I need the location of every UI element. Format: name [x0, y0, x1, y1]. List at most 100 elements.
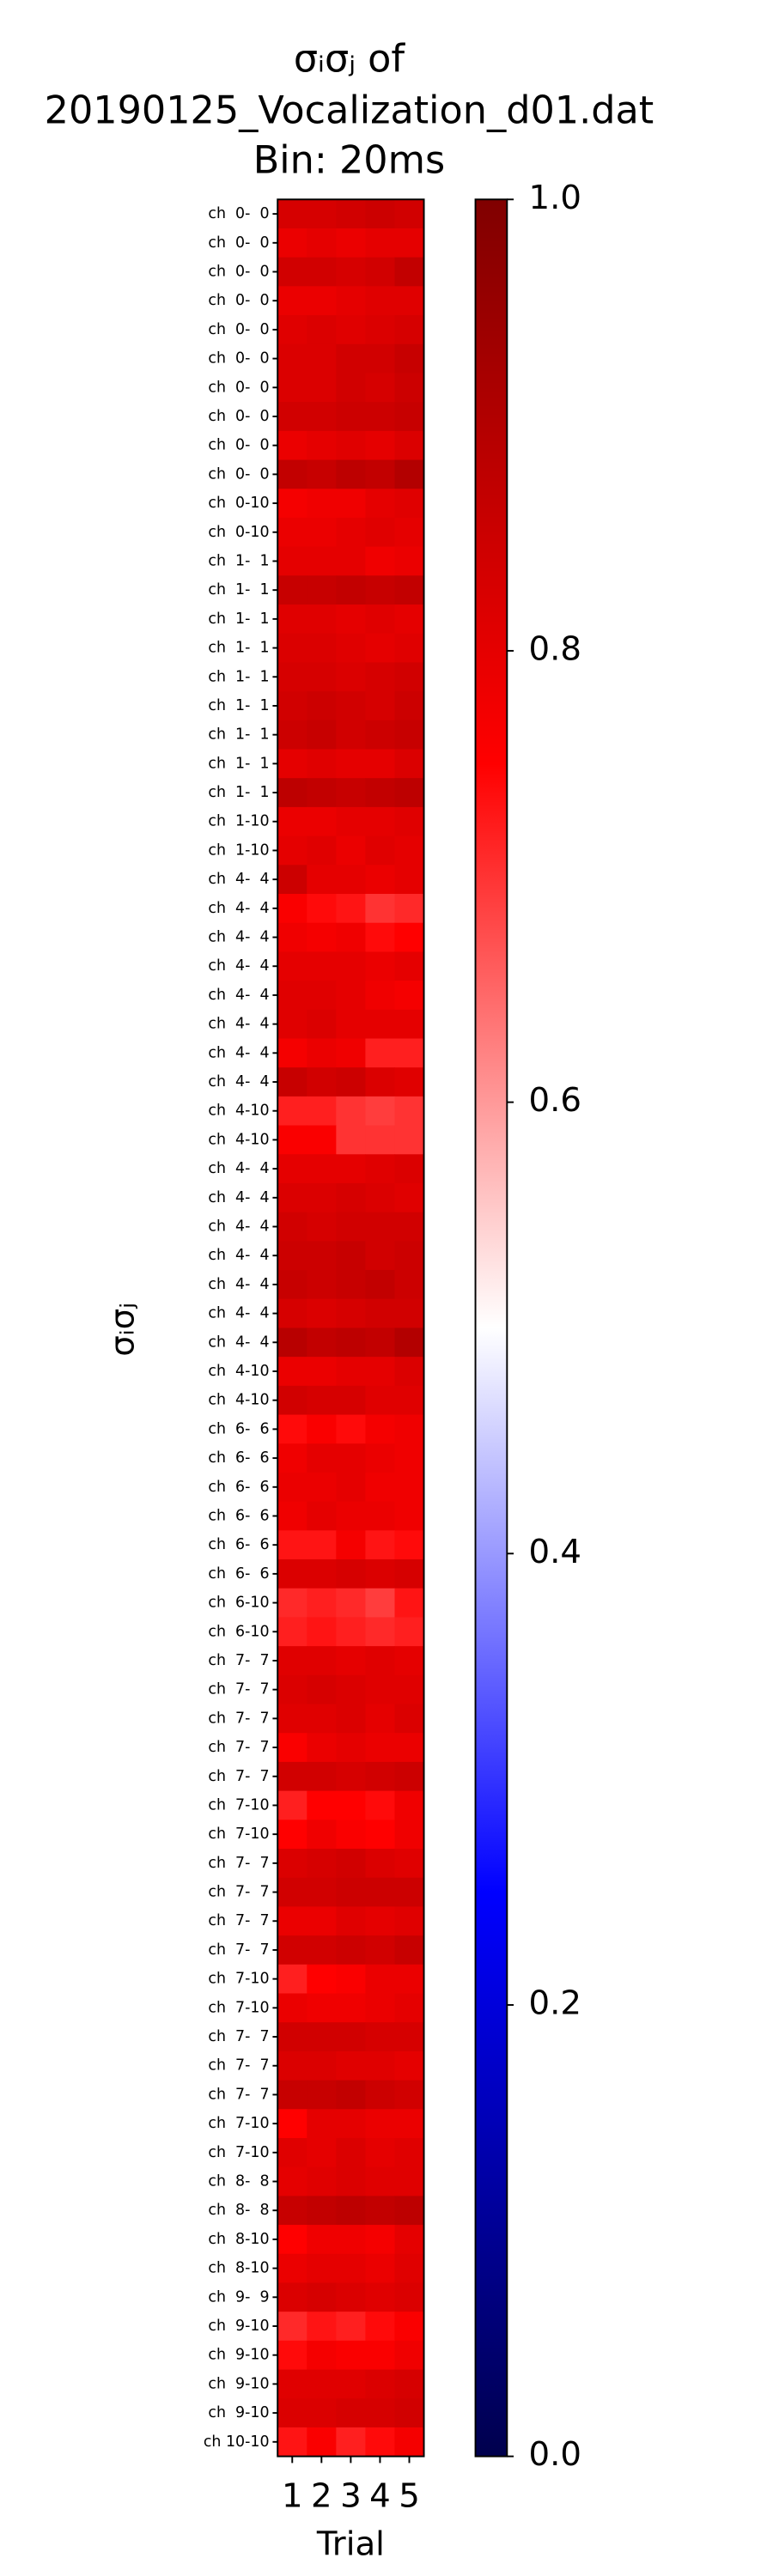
heatmap-cell — [394, 951, 425, 981]
heatmap-cell — [394, 1530, 425, 1560]
heatmap-cell — [365, 228, 396, 258]
heatmap-cell — [307, 2427, 337, 2458]
heatmap-cell — [336, 1761, 366, 1792]
y-tick-label: ch 8- 8 — [208, 2173, 269, 2190]
heatmap-cell — [277, 2225, 307, 2255]
heatmap-cell — [394, 1646, 425, 1676]
heatmap-cell — [365, 430, 396, 461]
y-tick-label: ch 0- 0 — [208, 321, 269, 338]
y-tick-label: ch 7- 7 — [208, 1652, 269, 1669]
heatmap-cell — [336, 402, 366, 432]
heatmap-cell — [277, 1067, 307, 1097]
heatmap-cell — [394, 1182, 425, 1213]
heatmap-cell — [394, 517, 425, 548]
heatmap-cell — [365, 2253, 396, 2284]
heatmap-cell — [336, 2137, 366, 2168]
heatmap-cell — [336, 2253, 366, 2284]
heatmap-cell — [365, 286, 396, 316]
heatmap-cell — [394, 749, 425, 779]
heatmap-cell — [277, 1849, 307, 1879]
heatmap-cell — [336, 778, 366, 808]
heatmap-cell — [394, 605, 425, 635]
heatmap-cell — [277, 2253, 307, 2284]
y-tick-label: ch 8-10 — [208, 2231, 269, 2248]
heatmap-cell — [307, 430, 337, 461]
heatmap-cell — [394, 2427, 425, 2458]
heatmap-cell — [277, 286, 307, 316]
heatmap-cell — [365, 2050, 396, 2081]
y-tick-label: ch 9-10 — [208, 2375, 269, 2392]
y-tick-label: ch 7-10 — [208, 1796, 269, 1814]
heatmap-cell — [394, 575, 425, 605]
heatmap-cell — [365, 1357, 396, 1387]
heatmap-cell — [336, 1298, 366, 1329]
heatmap-cell — [336, 1414, 366, 1444]
heatmap-cell — [394, 1790, 425, 1820]
heatmap-cell — [336, 1588, 366, 1619]
heatmap-cell — [277, 2369, 307, 2399]
heatmap-cell — [307, 778, 337, 808]
heatmap-cell — [365, 2340, 396, 2371]
heatmap-cell — [336, 2282, 366, 2312]
heatmap-cell — [365, 1096, 396, 1127]
heatmap-cell — [365, 2137, 396, 2168]
heatmap-cell — [394, 1357, 425, 1387]
y-tick-label: ch 1- 1 — [208, 726, 269, 744]
heatmap-cell — [365, 489, 396, 519]
heatmap-cell — [394, 402, 425, 432]
heatmap-cell — [336, 691, 366, 721]
heatmap-cell — [307, 1125, 337, 1155]
y-tick-label: ch 8- 8 — [208, 2202, 269, 2219]
x-tick-label: 1 — [282, 2477, 303, 2516]
heatmap-cell — [365, 1182, 396, 1213]
heatmap-cell — [307, 1327, 337, 1358]
heatmap-cell — [365, 2427, 396, 2458]
heatmap-cell — [394, 1298, 425, 1329]
heatmap-cell — [336, 1443, 366, 1473]
heatmap-cell — [394, 430, 425, 461]
heatmap-cell — [277, 691, 307, 721]
heatmap-cell — [277, 1674, 307, 1705]
heatmap-cell — [307, 1704, 337, 1734]
heatmap-cell — [394, 1009, 425, 1040]
heatmap-cell — [365, 1530, 396, 1560]
heatmap-cell — [307, 517, 337, 548]
heatmap-cell — [277, 1212, 307, 1242]
heatmap-cell — [307, 806, 337, 837]
heatmap-cell — [365, 691, 396, 721]
heatmap-cell — [365, 373, 396, 403]
heatmap-cell — [307, 2340, 337, 2371]
heatmap-cell — [307, 489, 337, 519]
heatmap-cell — [277, 720, 307, 750]
heatmap-cell — [365, 720, 396, 750]
heatmap-cell — [365, 1385, 396, 1416]
heatmap-cell — [336, 2109, 366, 2139]
y-tick-label: ch 7- 7 — [208, 1912, 269, 1929]
heatmap-cell — [365, 575, 396, 605]
heatmap-cell — [307, 1212, 337, 1242]
heatmap-cell — [365, 1906, 396, 1936]
heatmap-cell — [277, 2312, 307, 2342]
heatmap-cell — [277, 633, 307, 663]
heatmap-cell — [277, 1877, 307, 1907]
y-tick-label: ch 7- 7 — [208, 2028, 269, 2045]
heatmap-cell — [394, 1733, 425, 1763]
heatmap-cell — [336, 951, 366, 981]
heatmap-cell — [336, 1385, 366, 1416]
y-tick-label: ch 6- 6 — [208, 1420, 269, 1437]
heatmap-cell — [336, 806, 366, 837]
heatmap-cell — [365, 2398, 396, 2428]
heatmap-cell — [307, 1935, 337, 1965]
heatmap-cell — [336, 1935, 366, 1965]
heatmap-cell — [394, 2253, 425, 2284]
heatmap-cell — [336, 315, 366, 345]
y-tick-label: ch 9- 9 — [208, 2288, 269, 2306]
heatmap-cell — [394, 1674, 425, 1705]
heatmap-cell — [277, 865, 307, 895]
heatmap-cell — [307, 1038, 337, 1068]
heatmap-cell — [307, 865, 337, 895]
heatmap-cell — [365, 1790, 396, 1820]
heatmap-cell — [336, 2312, 366, 2342]
y-tick-label: ch 1-10 — [208, 813, 269, 830]
heatmap-cell — [394, 1704, 425, 1734]
